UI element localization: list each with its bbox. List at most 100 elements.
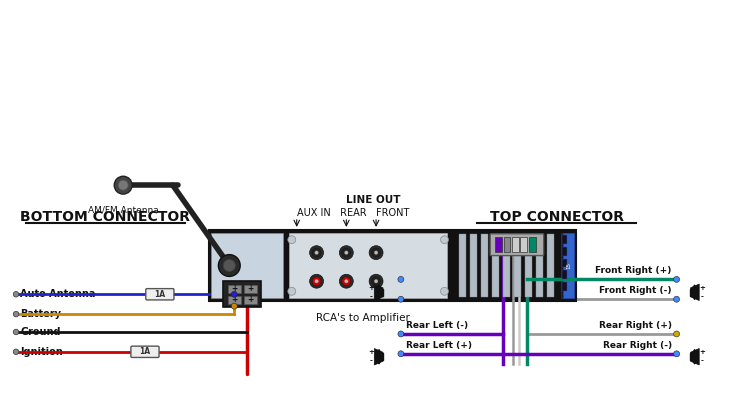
Bar — [514, 234, 521, 297]
Circle shape — [440, 287, 448, 295]
Bar — [562, 259, 566, 267]
Circle shape — [118, 180, 128, 190]
Circle shape — [340, 274, 353, 288]
Bar — [244, 296, 256, 304]
Circle shape — [369, 274, 383, 288]
FancyBboxPatch shape — [146, 289, 174, 300]
FancyBboxPatch shape — [131, 346, 159, 358]
Text: 15: 15 — [566, 262, 571, 269]
Circle shape — [374, 279, 378, 283]
Text: +: + — [247, 295, 254, 304]
Text: LINE OUT: LINE OUT — [346, 195, 400, 205]
Text: Front Left (+): Front Left (+) — [406, 286, 476, 295]
Text: Ground: Ground — [20, 327, 61, 337]
Bar — [503, 234, 510, 297]
Circle shape — [440, 236, 448, 243]
Bar — [529, 237, 536, 252]
Bar — [211, 233, 283, 298]
Text: -: - — [370, 294, 373, 300]
Bar — [562, 270, 566, 279]
Text: +: + — [247, 284, 254, 293]
Polygon shape — [691, 284, 699, 300]
Circle shape — [13, 349, 19, 355]
Circle shape — [312, 248, 321, 257]
Circle shape — [310, 274, 323, 288]
Bar — [503, 237, 511, 252]
Circle shape — [674, 331, 680, 337]
Text: RCA's to Amplifier: RCA's to Amplifier — [316, 313, 410, 323]
Text: +: + — [231, 284, 237, 293]
Text: Rear Left (+): Rear Left (+) — [406, 341, 472, 350]
Circle shape — [674, 296, 680, 302]
Circle shape — [344, 279, 348, 283]
Circle shape — [371, 248, 380, 257]
Bar — [562, 247, 566, 255]
Bar — [562, 282, 566, 291]
Circle shape — [288, 236, 296, 243]
Circle shape — [340, 246, 353, 260]
Bar — [209, 230, 577, 301]
Text: Rear Right (+): Rear Right (+) — [598, 321, 672, 330]
Bar — [224, 281, 261, 307]
Text: +: + — [368, 285, 374, 290]
Circle shape — [114, 176, 132, 194]
Text: AM/FM Antenna: AM/FM Antenna — [88, 205, 158, 214]
Circle shape — [13, 292, 19, 297]
Bar — [460, 234, 466, 297]
Text: 1A: 1A — [154, 290, 166, 299]
Circle shape — [674, 276, 680, 282]
Bar — [482, 234, 488, 297]
Polygon shape — [374, 349, 383, 365]
Text: +: + — [700, 285, 705, 290]
Bar — [547, 234, 554, 297]
Circle shape — [342, 277, 351, 286]
Text: +: + — [231, 295, 237, 304]
Circle shape — [13, 311, 19, 317]
Circle shape — [674, 351, 680, 357]
Text: -: - — [701, 358, 703, 365]
Text: Rear Right (-): Rear Right (-) — [602, 341, 672, 350]
Circle shape — [398, 276, 404, 282]
Circle shape — [344, 251, 348, 255]
Circle shape — [288, 287, 296, 295]
FancyBboxPatch shape — [490, 234, 544, 255]
Text: Front Right (-): Front Right (-) — [599, 286, 672, 295]
Bar — [560, 233, 574, 298]
Text: +: + — [368, 349, 374, 355]
Text: Ignition: Ignition — [20, 347, 63, 357]
Bar — [289, 233, 448, 298]
Bar — [380, 289, 383, 296]
Circle shape — [374, 251, 378, 255]
Circle shape — [342, 248, 351, 257]
Circle shape — [218, 255, 240, 276]
Circle shape — [231, 303, 237, 309]
Bar — [536, 234, 543, 297]
Circle shape — [231, 291, 237, 297]
Text: -: - — [370, 358, 373, 365]
Circle shape — [13, 329, 19, 335]
Polygon shape — [691, 349, 699, 365]
Text: AUX IN   REAR   FRONT: AUX IN REAR FRONT — [297, 208, 410, 218]
Bar — [562, 235, 566, 243]
Circle shape — [398, 331, 404, 337]
Bar — [244, 285, 256, 293]
Text: +: + — [700, 349, 705, 355]
Bar — [691, 353, 693, 360]
Circle shape — [224, 260, 236, 272]
Text: TOP CONNECTOR: TOP CONNECTOR — [490, 210, 623, 224]
Circle shape — [315, 279, 318, 283]
Bar — [512, 237, 519, 252]
Circle shape — [312, 277, 321, 286]
Bar — [691, 289, 693, 296]
Text: Front Right (+): Front Right (+) — [596, 267, 672, 276]
Circle shape — [310, 246, 323, 260]
Text: Rear Left (-): Rear Left (-) — [406, 321, 468, 330]
Bar — [228, 285, 241, 293]
Text: Auto Antenna: Auto Antenna — [20, 289, 95, 299]
Circle shape — [315, 251, 318, 255]
Circle shape — [398, 296, 404, 302]
Bar — [495, 237, 502, 252]
Text: BOTTOM CONNECTOR: BOTTOM CONNECTOR — [20, 210, 190, 224]
Circle shape — [369, 246, 383, 260]
Bar — [520, 237, 527, 252]
